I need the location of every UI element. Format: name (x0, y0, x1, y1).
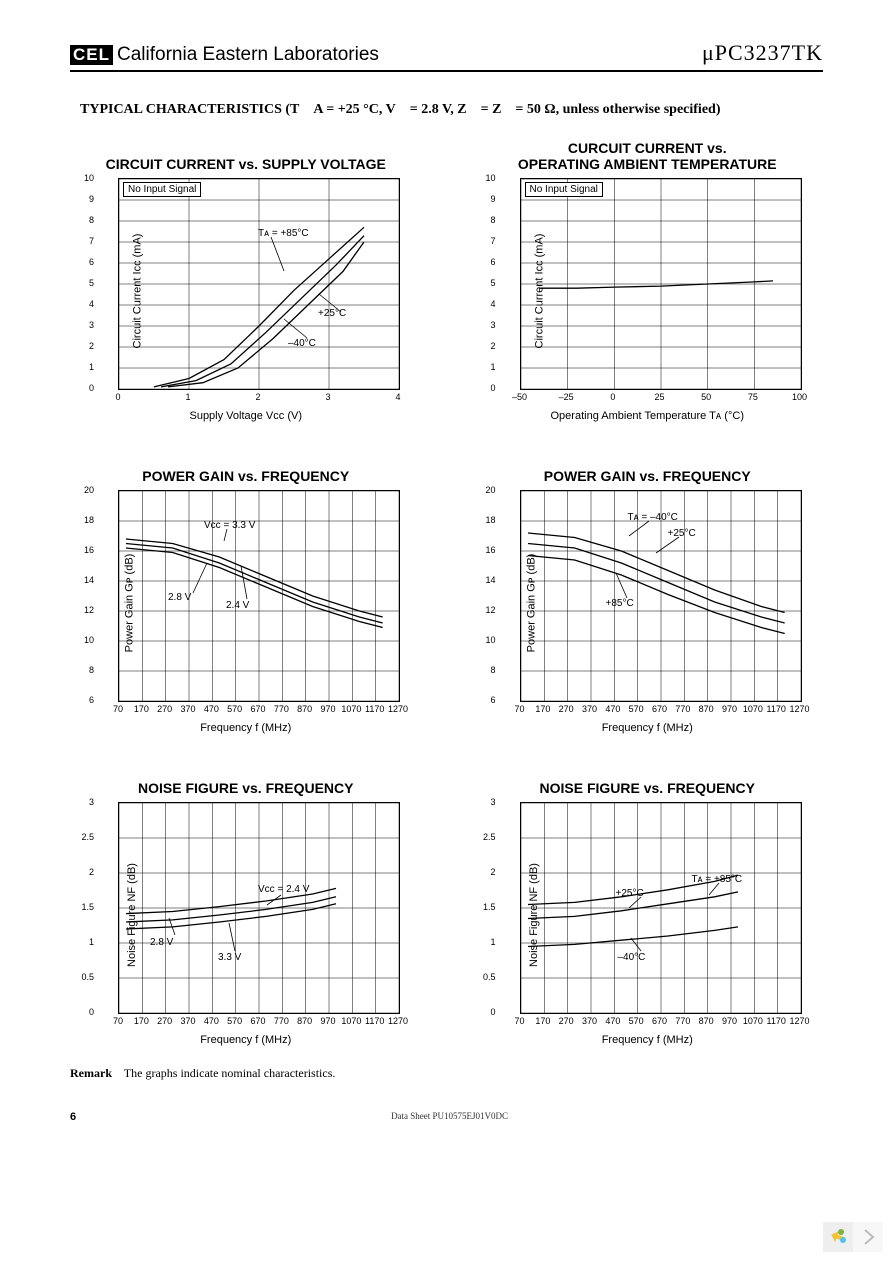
chart-3: POWER GAIN vs. FREQUENCY 68101214161820Po… (472, 450, 824, 734)
charts-grid: CIRCUIT CURRENT vs. SUPPLY VOLTAGE 012345… (70, 138, 823, 1046)
series-label: 2.8 V (168, 592, 191, 603)
x-axis-label: Frequency f (MHz) (472, 722, 824, 734)
chart-note: No Input Signal (123, 182, 201, 197)
y-axis-label: Power Gain Gᴘ (dB) (525, 554, 537, 653)
series-label: Vᴄᴄ = 3.3 V (204, 520, 255, 531)
series-label: 3.3 V (218, 952, 241, 963)
series-label: Tᴀ = +85°C (692, 874, 743, 885)
chart-note: No Input Signal (525, 182, 603, 197)
series-label: 2.4 V (226, 600, 249, 611)
series-label: –40°C (288, 338, 316, 349)
chart-0: CIRCUIT CURRENT vs. SUPPLY VOLTAGE 012345… (70, 138, 422, 422)
chart-title: NOISE FIGURE vs. FREQUENCY (472, 762, 824, 796)
plot-area: 68101214161820Power Gain Gᴘ (dB)Tᴀ = –40… (520, 490, 824, 716)
logo-mark: CEL (70, 45, 113, 65)
plot-area: 012345678910Circuit Current Iᴄᴄ (mA)No I… (520, 178, 824, 404)
section-title: TYPICAL CHARACTERISTICS (T A = +25 °C, V… (80, 102, 823, 118)
y-axis-label: Circuit Current Iᴄᴄ (mA) (533, 234, 545, 349)
chart-title: CURCUIT CURRENT vs.OPERATING AMBIENT TEM… (472, 138, 824, 172)
company-name: California Eastern Laboratories (117, 44, 379, 66)
plot-area: 00.511.522.53Noise Figure NF (dB)Vᴄᴄ = 2… (118, 802, 422, 1028)
series-label: +25°C (616, 888, 644, 899)
chart-title: POWER GAIN vs. FREQUENCY (472, 450, 824, 484)
datasheet-id: Data Sheet PU10575EJ01V0DC (76, 1111, 823, 1123)
header: CEL California Eastern Laboratories μPC3… (70, 40, 823, 72)
series-label: –40°C (618, 952, 646, 963)
series-label: Vᴄᴄ = 2.4 V (258, 884, 309, 895)
company-logo: CEL California Eastern Laboratories (70, 44, 379, 66)
x-axis-label: Frequency f (MHz) (70, 1034, 422, 1046)
chart-2: POWER GAIN vs. FREQUENCY 68101214161820Po… (70, 450, 422, 734)
chart-4: NOISE FIGURE vs. FREQUENCY 00.511.522.53N… (70, 762, 422, 1046)
footer: 6 Data Sheet PU10575EJ01V0DC (70, 1111, 823, 1123)
y-axis-label: Noise Figure NF (dB) (126, 863, 138, 967)
chart-title: NOISE FIGURE vs. FREQUENCY (70, 762, 422, 796)
y-axis-label: Circuit Current Iᴄᴄ (mA) (131, 234, 143, 349)
chart-1: CURCUIT CURRENT vs.OPERATING AMBIENT TEM… (472, 138, 824, 422)
series-label: +85°C (606, 598, 634, 609)
chart-5: NOISE FIGURE vs. FREQUENCY 00.511.522.53N… (472, 762, 824, 1046)
plot-area: 012345678910Circuit Current Iᴄᴄ (mA)No I… (118, 178, 422, 404)
series-label: +25°C (668, 528, 696, 539)
x-axis-label: Frequency f (MHz) (70, 722, 422, 734)
remark-label: Remark (70, 1066, 112, 1080)
chart-title: POWER GAIN vs. FREQUENCY (70, 450, 422, 484)
x-axis-label: Supply Voltage Vᴄᴄ (V) (70, 410, 422, 422)
series-label: 2.8 V (150, 937, 173, 948)
page-nav-icon[interactable] (823, 1222, 883, 1252)
remark-text: The graphs indicate nominal characterist… (124, 1066, 336, 1080)
y-axis-label: Noise Figure NF (dB) (527, 863, 539, 967)
series-label: Tᴀ = +85°C (258, 228, 309, 239)
remark: Remark The graphs indicate nominal chara… (70, 1066, 823, 1081)
x-axis-label: Frequency f (MHz) (472, 1034, 824, 1046)
plot-area: 00.511.522.53Noise Figure NF (dB)Tᴀ = +8… (520, 802, 824, 1028)
page: CEL California Eastern Laboratories μPC3… (0, 0, 893, 1153)
x-axis-label: Operating Ambient Temperature Tᴀ (°C) (472, 410, 824, 422)
y-axis-label: Power Gain Gᴘ (dB) (123, 554, 135, 653)
part-number: μPC3237TK (702, 40, 823, 66)
plot-area: 68101214161820Power Gain Gᴘ (dB)Vᴄᴄ = 3.… (118, 490, 422, 716)
chart-title: CIRCUIT CURRENT vs. SUPPLY VOLTAGE (70, 138, 422, 172)
series-label: +25°C (318, 308, 346, 319)
series-label: Tᴀ = –40°C (628, 512, 678, 523)
